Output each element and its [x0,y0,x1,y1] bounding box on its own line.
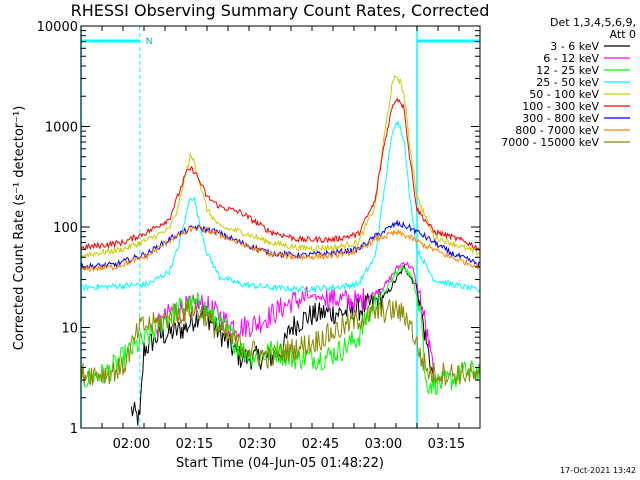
y-tick-label: 1000 [45,121,78,136]
legend-label-0: 3 - 6 keV [550,40,599,53]
y-axis-label: Corrected Count Rate (s⁻¹ detector⁻¹) [12,106,27,351]
legend-label-6: 300 - 800 keV [522,112,599,125]
series-line-7 [80,225,481,272]
series-line-3 [81,119,481,294]
legend-label-3: 25 - 50 keV [536,76,599,89]
chart-title: RHESSI Observing Summary Count Rates, Co… [71,1,490,20]
plot-frame [80,25,481,429]
legend-label-7: 800 - 7000 keV [515,124,599,137]
x-tick-label: 02:15 [176,437,213,452]
x-tick-label: 03:00 [365,437,402,452]
legend-label-5: 100 - 300 keV [522,100,599,113]
legend-label-4: 50 - 100 keV [529,88,599,101]
legend-label-8: 7000 - 15000 keV [501,136,599,149]
legend-label-2: 12 - 25 keV [536,64,599,77]
footer-timestamp: 17-Oct-2021 13:42 [560,466,636,475]
y-tick-label: 10000 [37,20,78,35]
flag-overlays: N [80,26,481,428]
series-line-2 [80,264,481,396]
x-tick-label: 02:30 [239,437,276,452]
legend-header-line-2: Att 0 [610,28,636,41]
series-line-4 [80,74,481,259]
series-line-6 [80,219,481,271]
y-tick-label: 1 [70,422,78,437]
y-tick-label: 10 [61,322,78,337]
series-layer [80,74,481,426]
x-axis-ticks: 02:00 02:15 02:30 02:45 03:00 03:15 [80,26,481,452]
x-tick-label: 02:00 [113,437,150,452]
y-axis-ticks: 1 10 100 1000 10000 [37,20,480,437]
saa-flag-label: N [146,37,153,47]
x-axis-label: Start Time (04-Jun-05 01:48:22) [176,456,384,471]
series-line-1 [156,260,435,385]
x-tick-label: 02:45 [302,437,339,452]
legend-label-1: 6 - 12 keV [543,52,599,65]
legend-header-line-1: Det 1,3,4,5,6,9, [550,16,636,29]
series-line-0 [130,264,434,426]
series-line-5 [80,97,481,252]
series-line-8 [80,299,481,386]
x-tick-label: 03:15 [428,437,465,452]
y-tick-label: 100 [53,221,78,236]
